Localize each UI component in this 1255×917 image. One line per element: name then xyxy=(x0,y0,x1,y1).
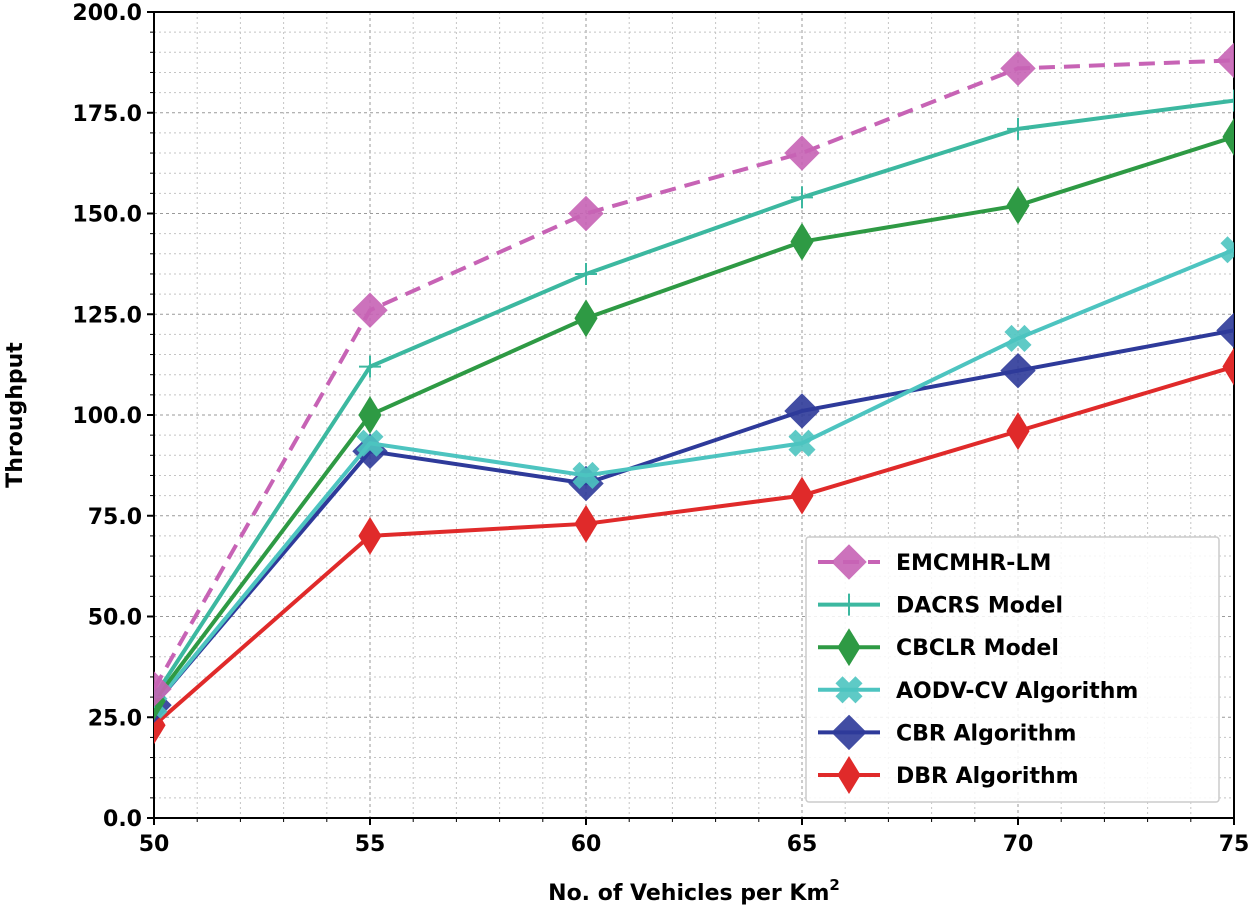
legend-marker xyxy=(838,593,860,616)
series-point xyxy=(1223,89,1234,112)
series-point xyxy=(1000,50,1036,87)
series-point xyxy=(784,393,820,429)
x-tick-label: 75 xyxy=(1219,832,1250,857)
series-line xyxy=(154,135,1234,703)
series-dacrs-model xyxy=(154,89,1234,709)
series-point xyxy=(788,429,816,457)
series-point xyxy=(1004,324,1032,352)
series-point xyxy=(1000,352,1036,389)
series-point xyxy=(791,186,813,209)
series-line xyxy=(154,247,1234,707)
series-point xyxy=(154,671,172,707)
legend-box xyxy=(805,536,1220,803)
legend: EMCMHR-LM DACRS Model CBCLR Model AODV-CV A… xyxy=(805,536,1220,803)
y-tick-label: 175.0 xyxy=(72,102,142,127)
series-point xyxy=(1220,236,1234,264)
x-axis-label: No. of Vehicles per Km xyxy=(548,881,829,906)
legend-label: DBR Algorithm xyxy=(896,764,1079,789)
series-line xyxy=(154,328,1234,707)
y-tick-label: 100.0 xyxy=(72,404,142,429)
series-point xyxy=(358,516,382,555)
legend-label: EMCMHR-LM xyxy=(896,551,1051,576)
y-tick-label: 150.0 xyxy=(72,203,142,228)
series-dbr-algorithm xyxy=(154,347,1234,745)
legend-label: DACRS Model xyxy=(896,594,1063,619)
legend-marker xyxy=(835,676,863,704)
series-point xyxy=(1222,117,1234,156)
series-point xyxy=(359,355,381,378)
legend-marker xyxy=(831,544,867,580)
legend-label: CBR Algorithm xyxy=(896,721,1076,746)
series-line xyxy=(154,364,1234,727)
series-point xyxy=(1216,42,1234,79)
legend-label: CBCLR Model xyxy=(896,636,1059,661)
y-tick-label: 0.0 xyxy=(103,807,142,832)
y-tick-label: 50.0 xyxy=(88,606,142,631)
series-point xyxy=(572,461,600,489)
series-point xyxy=(574,504,598,543)
series-point xyxy=(574,299,598,338)
legend-marker xyxy=(837,756,861,794)
x-tick-label: 55 xyxy=(355,832,386,857)
series-point xyxy=(1007,117,1029,140)
series-point xyxy=(568,195,604,232)
legend-entry: DBR Algorithm xyxy=(818,756,1079,794)
x-axis-label-superscript: 2 xyxy=(829,876,839,894)
series-emcmhr-lm xyxy=(154,42,1234,707)
legend-label: AODV-CV Algorithm xyxy=(896,679,1138,704)
series-point xyxy=(358,396,382,434)
series-point xyxy=(356,429,384,457)
series-line xyxy=(154,98,1234,699)
y-tick-label: 75.0 xyxy=(88,505,142,530)
x-axis-label-group: No. of Vehicles per Km2 xyxy=(548,876,840,906)
legend-marker xyxy=(831,714,867,751)
x-tick-label: 70 xyxy=(1003,832,1034,857)
legend-entry: EMCMHR-LM xyxy=(818,544,1051,580)
legend-entry: CBR Algorithm xyxy=(818,714,1076,751)
y-tick-label: 200.0 xyxy=(72,1,142,26)
legend-entry: CBCLR Model xyxy=(818,628,1059,667)
series-point xyxy=(1006,186,1030,225)
x-tick-label: 60 xyxy=(571,832,602,857)
series-point xyxy=(1222,347,1234,386)
legend-entry: AODV-CV Algorithm xyxy=(818,676,1138,704)
legend-marker xyxy=(837,628,861,667)
series-point xyxy=(352,292,388,328)
series-point xyxy=(575,262,597,285)
series-point xyxy=(1006,412,1030,451)
series-cbr-algorithm xyxy=(154,312,1234,723)
series-group xyxy=(154,42,1234,745)
series-point xyxy=(790,476,814,515)
series-point xyxy=(784,135,820,171)
series-point xyxy=(1216,312,1234,349)
series-point xyxy=(790,222,814,261)
y-tick-label: 125.0 xyxy=(72,303,142,328)
legend-entry: DACRS Model xyxy=(818,594,1063,619)
series-line xyxy=(154,58,1234,691)
axis-ticks: 50 55 60 65 70 75 0.0 25.0 50.0 75.0 100.0 125.0 150… xyxy=(72,1,1249,857)
y-axis-label: Throughput xyxy=(3,342,28,488)
x-tick-label: 50 xyxy=(139,832,170,857)
x-tick-label: 65 xyxy=(787,832,818,857)
y-tick-label: 25.0 xyxy=(88,706,142,731)
